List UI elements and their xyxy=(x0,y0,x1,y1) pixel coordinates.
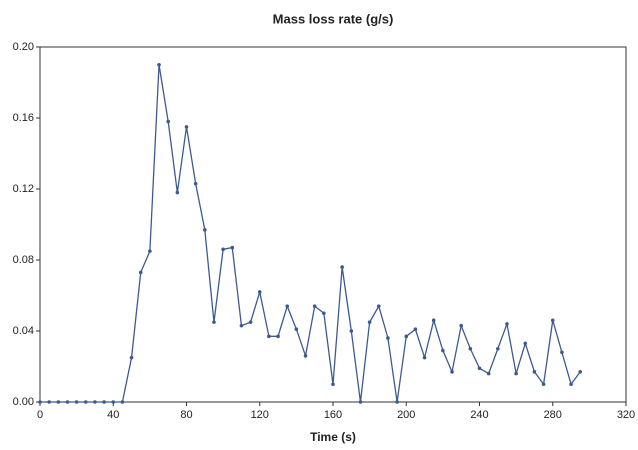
data-point xyxy=(166,119,170,124)
data-point xyxy=(111,400,116,404)
x-tick-label: 40 xyxy=(107,409,119,421)
chart-title: Mass loss rate (g/s) xyxy=(273,11,394,26)
data-point xyxy=(148,249,152,253)
data-point xyxy=(431,318,436,323)
data-point xyxy=(569,382,573,387)
data-point xyxy=(157,62,161,67)
data-point xyxy=(441,348,445,353)
data-point xyxy=(395,400,399,404)
y-tick-label: 0.16 xyxy=(13,112,34,124)
data-point xyxy=(74,400,79,404)
data-point xyxy=(175,190,180,195)
y-tick-label: 0.04 xyxy=(13,325,34,337)
data-point xyxy=(578,370,583,374)
data-point xyxy=(203,228,207,232)
data-point xyxy=(47,400,51,404)
x-tick-label: 240 xyxy=(470,409,488,421)
data-point xyxy=(477,366,482,371)
data-point xyxy=(550,318,555,323)
data-point xyxy=(340,265,344,269)
data-point xyxy=(422,355,427,360)
data-point xyxy=(404,334,409,339)
data-point xyxy=(331,382,335,387)
data-point xyxy=(376,304,381,308)
data-point xyxy=(267,334,271,339)
data-point xyxy=(120,400,125,404)
data-point xyxy=(102,400,106,404)
data-point xyxy=(367,320,372,324)
data-point xyxy=(523,341,528,346)
data-point xyxy=(193,181,198,186)
data-point xyxy=(450,370,454,374)
data-point xyxy=(312,304,317,308)
data-point xyxy=(303,354,308,358)
data-point xyxy=(413,327,418,332)
data-point xyxy=(38,400,42,404)
data-point xyxy=(276,334,280,339)
data-point xyxy=(230,245,235,250)
data-point xyxy=(496,346,500,351)
data-point xyxy=(505,322,509,326)
x-tick-label: 80 xyxy=(180,409,192,421)
data-point xyxy=(212,320,216,324)
data-point xyxy=(56,400,61,404)
data-point xyxy=(532,370,537,374)
x-tick-label: 200 xyxy=(397,409,415,421)
data-point xyxy=(358,400,363,404)
data-point xyxy=(349,329,354,333)
data-point xyxy=(541,382,546,387)
data-point xyxy=(184,125,189,129)
data-point xyxy=(129,355,134,360)
data-point xyxy=(486,371,491,376)
y-tick-label: 0.12 xyxy=(13,183,34,195)
y-tick-label: 0.20 xyxy=(13,41,34,53)
x-tick-label: 0 xyxy=(37,409,43,421)
data-point xyxy=(560,350,564,355)
x-tick-label: 320 xyxy=(617,409,635,421)
x-tick-label: 280 xyxy=(544,409,562,421)
data-point xyxy=(459,323,463,328)
data-point xyxy=(257,290,262,294)
data-point xyxy=(239,323,244,328)
data-line xyxy=(40,64,581,403)
data-point xyxy=(83,400,88,404)
x-axis-label: Time (s) xyxy=(310,430,356,444)
data-point xyxy=(138,270,143,275)
x-tick-label: 160 xyxy=(324,409,342,421)
data-point xyxy=(294,327,299,332)
y-tick-label: 0.08 xyxy=(13,254,34,266)
data-point xyxy=(65,400,70,404)
data-point xyxy=(221,247,225,252)
data-point xyxy=(93,400,97,404)
y-tick-label: 0.00 xyxy=(13,396,34,408)
plot-frame xyxy=(39,46,627,403)
data-point xyxy=(248,320,253,324)
data-point xyxy=(514,371,518,376)
data-point xyxy=(322,311,326,316)
x-tick-label: 120 xyxy=(251,409,269,421)
data-point xyxy=(285,304,290,308)
data-point xyxy=(386,336,390,340)
data-point xyxy=(468,346,473,351)
